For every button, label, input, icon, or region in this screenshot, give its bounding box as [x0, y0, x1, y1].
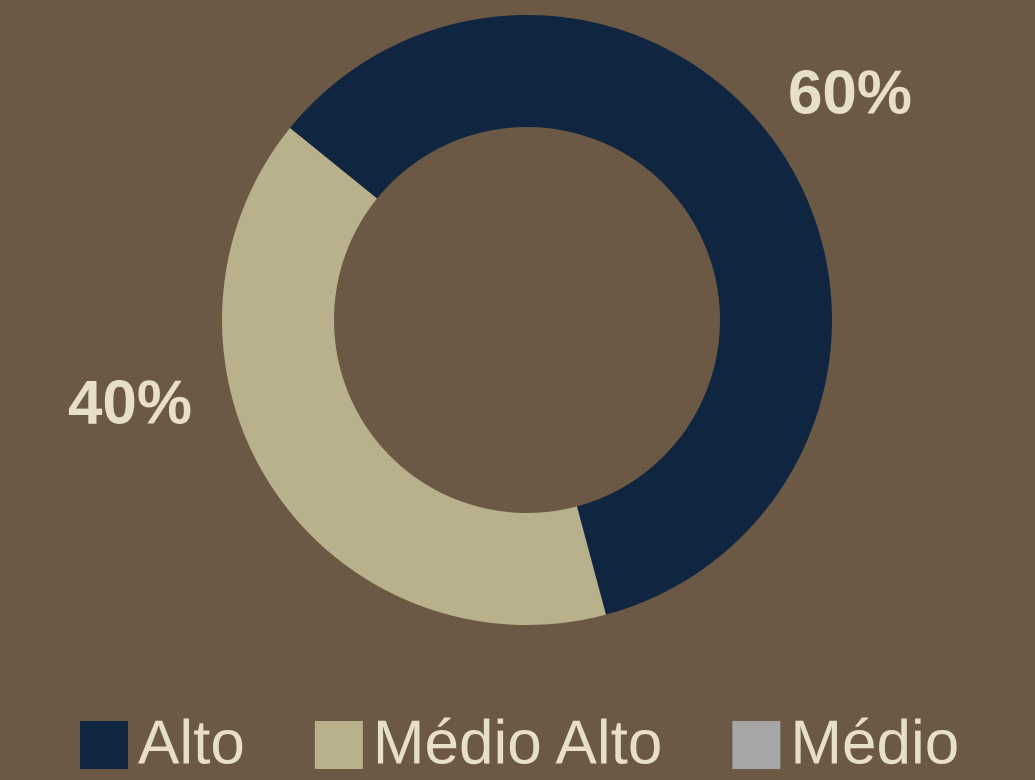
donut-slice	[289, 14, 833, 615]
legend-swatch	[80, 721, 128, 769]
value-label: 60%	[788, 58, 912, 127]
legend-label: Médio	[790, 708, 959, 777]
donut-slice	[221, 128, 606, 625]
legend-swatch	[314, 721, 363, 769]
value-label: 40%	[68, 368, 192, 437]
legend-swatch	[732, 721, 781, 769]
legend-label: Alto	[138, 708, 245, 777]
legend-label: Médio Alto	[373, 708, 663, 777]
